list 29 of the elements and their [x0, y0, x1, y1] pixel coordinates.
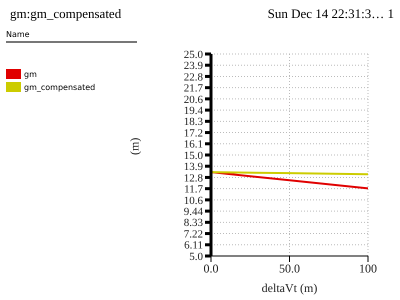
y-tick-label: 25.0 [184, 48, 204, 61]
y-tick-label: 21.7 [184, 82, 204, 95]
y-tick-label: 19.4 [184, 105, 204, 118]
x-tick-label: 0.0 [204, 262, 218, 276]
y-tick-label: 15.0 [184, 150, 204, 162]
y-tick-label: 17.2 [184, 127, 203, 140]
y-tick-label: 5.0 [189, 250, 204, 263]
y-tick-label: 20.6 [184, 94, 204, 106]
y-tick-label: 6.11 [184, 240, 203, 252]
x-tick-label: 50.0 [279, 262, 300, 276]
legend-label: gm_compensated [24, 82, 96, 92]
y-tick-label: 23.9 [184, 60, 204, 72]
y-axis-title: (m) [127, 138, 142, 155]
legend-title: Name [6, 30, 137, 43]
y-tick-label: 7.22 [184, 228, 203, 240]
y-tick-label: 13.9 [184, 161, 204, 174]
y-tick-label: 8.33 [184, 217, 204, 230]
y-tick-label: 16.1 [184, 138, 203, 151]
y-tick-label: 10.6 [184, 194, 204, 207]
text: Sun Dec 14 22:31:3… 1 [268, 6, 394, 22]
y-tick-label: 18.3 [184, 116, 204, 128]
text: gm:gm_compensated [10, 6, 122, 22]
x-axis-title: deltaVt (m) [262, 281, 318, 295]
y-tick-label: 11.7 [184, 184, 204, 196]
y-tick-label: 12.8 [184, 172, 204, 184]
y-tick-label: 22.8 [184, 71, 204, 84]
x-tick-label: 100 [359, 262, 377, 276]
legend-label: gm [24, 70, 37, 78]
y-tick-label: 9.44 [184, 206, 204, 218]
